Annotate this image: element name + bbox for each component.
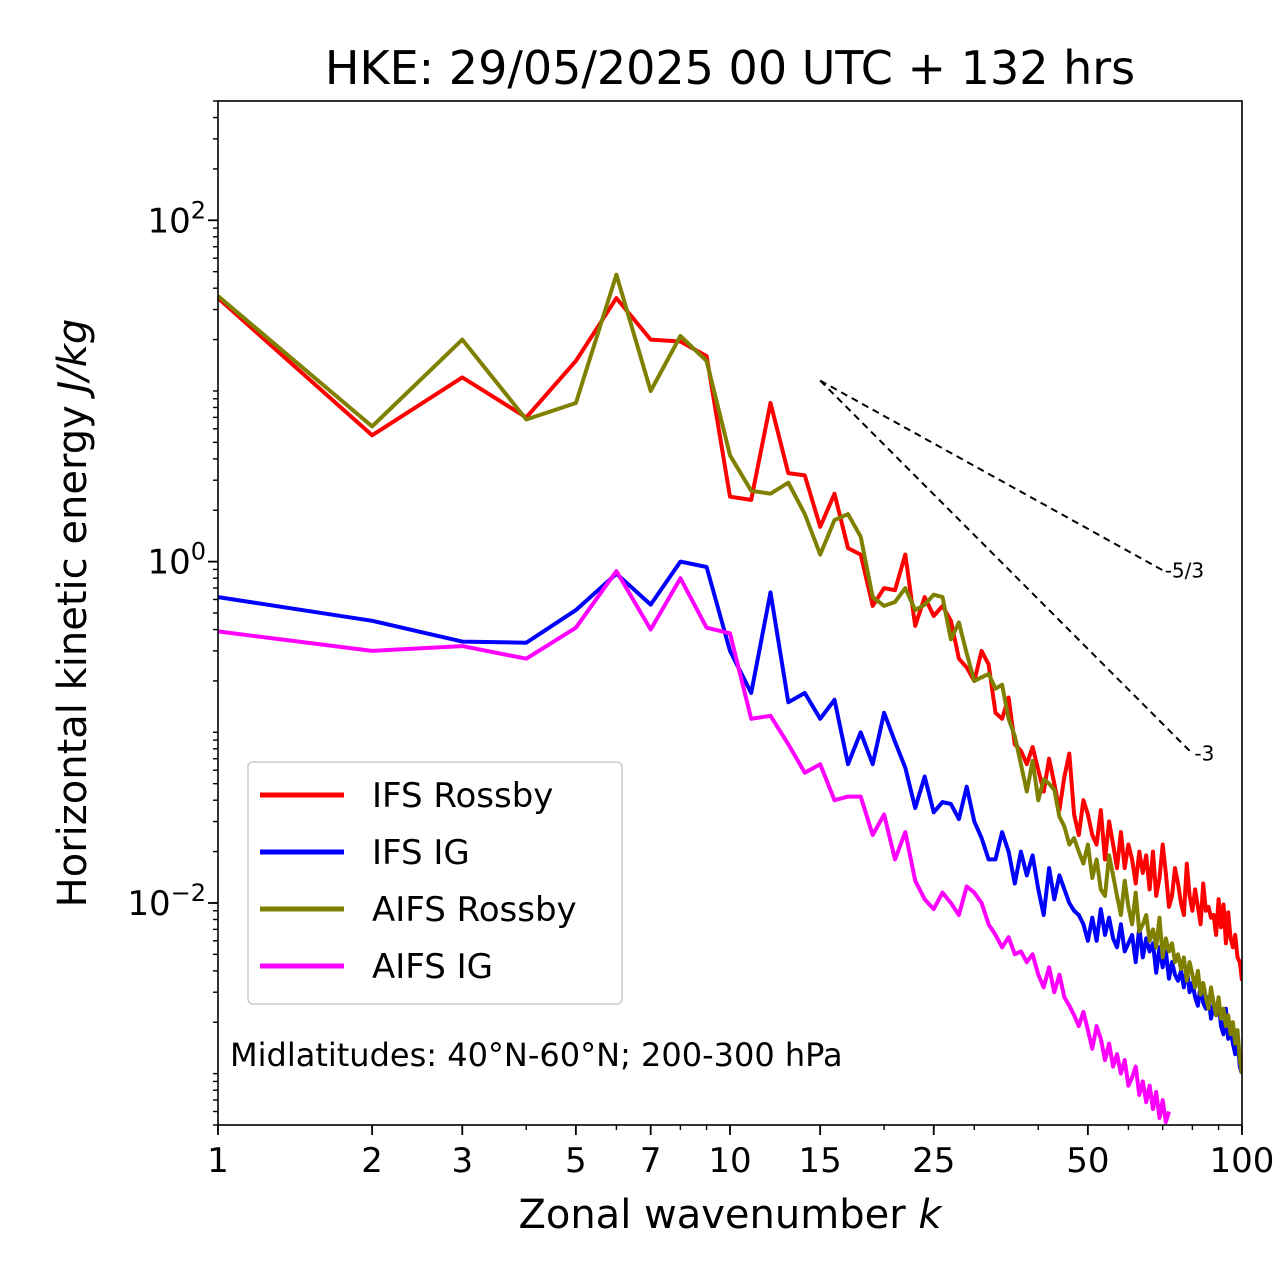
y-tick-label: 100 (147, 538, 206, 583)
x-tick-label: 2 (361, 1141, 383, 1181)
x-tick-label: 50 (1066, 1141, 1109, 1181)
x-tick-label: 7 (640, 1141, 662, 1181)
legend-label: AIFS Rossby (372, 890, 577, 930)
legend-label: IFS IG (372, 833, 470, 873)
reference-slope-labels: -5/3 -3 (1165, 558, 1215, 765)
series-line-ifs-rossby (218, 296, 1242, 982)
y-axis-label-text: Horizontal kinetic energy (50, 393, 96, 908)
legend-label: AIFS IG (372, 947, 493, 987)
reference-slope-label-2: -3 (1194, 742, 1214, 766)
x-tick-label: 1 (207, 1141, 229, 1181)
y-axis-label-units: J/kg (50, 319, 96, 400)
x-tick-label: 10 (708, 1141, 751, 1181)
x-axis-label-text: Zonal wavenumber (518, 1192, 918, 1238)
region-annotation: Midlatitudes: 40°N-60°N; 200-300 hPa (230, 1036, 843, 1074)
y-tick-label: 102 (147, 196, 206, 241)
chart-title: HKE: 29/05/2025 00 UTC + 132 hrs (325, 41, 1135, 95)
y-axis: 102 100 10−2 (127, 100, 218, 1126)
reference-slope-line-1 (819, 379, 1164, 572)
x-axis-label: Zonal wavenumber k (518, 1192, 943, 1238)
legend-box (247, 761, 623, 1005)
x-tick-label: 5 (565, 1141, 587, 1181)
y-tick-label: 10−2 (127, 879, 206, 924)
x-tick-label: 15 (799, 1141, 842, 1181)
legend: IFS Rossby IFS IG AIFS Rossby AIFS IG (247, 761, 623, 1005)
x-tick-label: 100 (1210, 1141, 1275, 1181)
legend-label: IFS Rossby (372, 776, 553, 816)
reference-slope-label-1: -5/3 (1165, 558, 1204, 582)
reference-slope-lines (819, 379, 1194, 755)
series-lines (218, 272, 1242, 1125)
x-tick-label: 25 (912, 1141, 955, 1181)
x-tick-label: 3 (451, 1141, 473, 1181)
y-axis-label: Horizontal kinetic energy J/kg (50, 319, 96, 908)
reference-slope-line-2 (819, 379, 1194, 755)
x-axis-label-variable: k (918, 1192, 943, 1238)
series-line-aifs-rossby (218, 272, 1242, 1074)
series-line-aifs-ig (218, 569, 1171, 1125)
x-axis: 1 2 3 5 7 10 15 25 50 100 (207, 1125, 1274, 1181)
